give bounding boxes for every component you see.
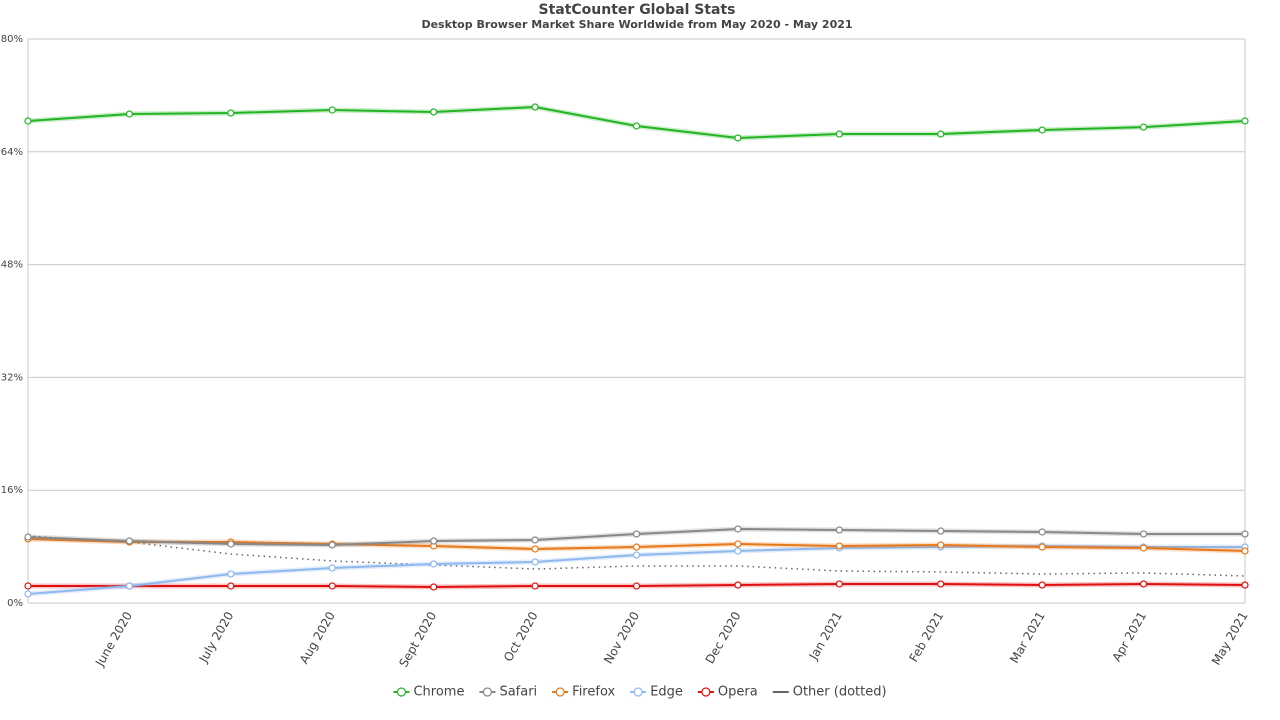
data-point [125, 110, 134, 118]
data-point [227, 109, 235, 117]
legend-label: Opera [718, 685, 758, 700]
x-tick-label: Dec 2020 [703, 609, 744, 666]
legend-label: Other (dotted) [793, 685, 887, 700]
data-point [835, 526, 843, 534]
data-point [531, 536, 539, 544]
data-point [1038, 581, 1046, 589]
data-point [430, 108, 438, 116]
series-line [27, 535, 1246, 577]
data-point [328, 582, 336, 590]
data-point [531, 545, 539, 553]
legend-marker [482, 687, 493, 697]
data-point [937, 130, 945, 138]
data-point [328, 106, 336, 114]
legend-item: Opera [697, 685, 758, 700]
y-tick-label: 32% [1, 372, 23, 383]
data-point [125, 582, 134, 590]
legend-item: Other (dotted) [772, 685, 887, 700]
y-tick-label: 64% [1, 147, 23, 158]
chart-subtitle: Desktop Browser Market Share Worldwide f… [421, 18, 852, 31]
data-point [24, 582, 32, 590]
legend-marker [633, 687, 643, 697]
data-point [632, 582, 641, 590]
data-point [1241, 530, 1249, 538]
y-tick-label: 16% [1, 485, 23, 496]
x-tick-label: Aug 2020 [297, 609, 338, 666]
x-tick-label: Jan 2021 [806, 609, 845, 663]
data-point [227, 582, 235, 590]
data-point [125, 537, 134, 545]
data-point [632, 122, 641, 130]
data-point [430, 537, 438, 545]
data-point [227, 540, 235, 548]
data-point [835, 130, 843, 138]
data-point [430, 560, 438, 568]
x-tick-label: Feb 2021 [906, 609, 946, 664]
data-point [1139, 530, 1148, 538]
data-point [328, 564, 336, 572]
x-tick-label: May 2021 [1209, 609, 1251, 667]
data-point [1139, 580, 1148, 588]
data-point [1139, 544, 1148, 552]
legend-item: Chrome [393, 685, 464, 700]
data-point [1038, 543, 1046, 551]
data-point [937, 527, 945, 535]
legend-label: Chrome [413, 685, 464, 700]
data-point [430, 583, 438, 591]
legend-label: Edge [650, 685, 683, 700]
legend-marker [701, 687, 711, 697]
legend-item: Edge [630, 685, 683, 700]
data-point [227, 570, 235, 578]
data-point [937, 541, 945, 549]
legend-item: Safari [479, 685, 537, 700]
data-point [734, 134, 742, 142]
y-tick-label: 80% [1, 34, 23, 45]
x-tick-label: June 2020 [92, 609, 135, 669]
legend-label: Firefox [572, 685, 615, 700]
data-point [1241, 547, 1249, 555]
x-tick-label: Oct 2020 [501, 609, 541, 664]
data-point [1241, 581, 1249, 589]
data-point [24, 533, 32, 541]
data-point [937, 580, 945, 588]
x-tick-label: Nov 2020 [601, 609, 642, 666]
data-point [1139, 123, 1148, 131]
data-point [734, 540, 742, 548]
data-point [734, 525, 742, 533]
data-point [632, 543, 641, 551]
data-point [24, 117, 32, 125]
x-tick-label: Sept 2020 [396, 609, 439, 669]
x-tick-label: July 2020 [196, 609, 237, 665]
data-point [531, 558, 539, 566]
data-point [632, 530, 641, 538]
data-point [531, 103, 539, 111]
x-tick-label: Mar 2021 [1007, 609, 1048, 665]
y-tick-label: 48% [1, 260, 23, 271]
data-point [835, 542, 843, 550]
legend-label: Safari [499, 685, 537, 700]
legend-marker [555, 687, 565, 697]
x-tick-label: Apr 2021 [1110, 609, 1150, 664]
data-point [835, 580, 843, 588]
data-point [328, 541, 336, 549]
chart-title: StatCounter Global Stats [538, 2, 735, 18]
legend: Chrome Safari Firefox Edge Opera Other (dotte… [393, 685, 887, 700]
data-point [531, 582, 539, 590]
data-point [1038, 126, 1046, 134]
data-point [24, 590, 32, 598]
data-point [1038, 528, 1046, 536]
data-point [734, 547, 742, 555]
legend-marker [396, 687, 407, 697]
data-point [1241, 117, 1249, 125]
data-point [632, 551, 641, 559]
y-tick-label: 0% [7, 598, 23, 609]
data-point [734, 581, 742, 589]
legend-item: Firefox [552, 685, 615, 700]
